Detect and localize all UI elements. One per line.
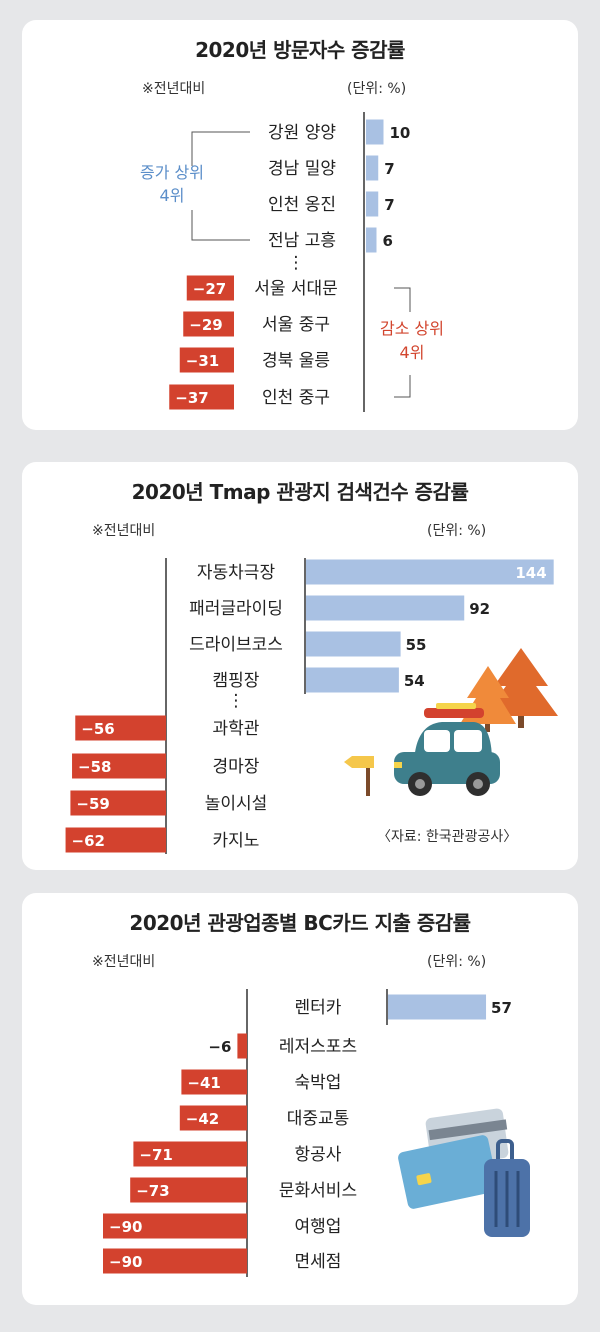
- chart3-bar: [103, 1213, 247, 1239]
- chart2-value-label: 144: [515, 564, 546, 582]
- chart2-bar: [72, 753, 166, 779]
- chart3-title: 2020년 관광업종별 BC카드 지출 증감률: [129, 911, 471, 935]
- chart1-bar: [169, 384, 234, 410]
- chart1-category-label: 강원 양양: [268, 123, 336, 143]
- chart1-value-label: −31: [186, 352, 219, 370]
- chart2-value-label: 54: [404, 672, 425, 690]
- chart1-increase-bracket: [191, 131, 250, 241]
- chart2-note: ※전년대비: [92, 523, 156, 539]
- chart1-bar: [366, 191, 379, 217]
- chart3-bar: [130, 1177, 247, 1203]
- chart1-increase-rank: 4위: [160, 186, 185, 205]
- chart2-bar: [70, 790, 166, 816]
- chart1-plot: 10 강원 양양 7 경남 밀양 7 인천 옹진 6 전남 고흥 −27 서울 서대문 −29 서울 …: [140, 112, 444, 412]
- chart1-bar: [366, 227, 377, 253]
- bc-card-spend-panel: 2020년 관광업종별 BC카드 지출 증감률 ※전년대비 (단위: %) 57…: [22, 893, 578, 1305]
- chart1-value-label: −29: [189, 316, 222, 334]
- chart2-plot: 144 자동차극장 92 패러글라이딩 55 드라이브코스 54 캠핑장 −56 과학관 −58 경마…: [65, 558, 558, 854]
- chart2-category-label: 경마장: [213, 757, 260, 777]
- chart3-bar: [133, 1141, 247, 1167]
- credit-cards-luggage-icon: [398, 1108, 530, 1237]
- chart2-bar: [306, 667, 399, 693]
- chart3-bar: [103, 1248, 247, 1274]
- chart2-bar: [75, 715, 166, 741]
- chart1-value-label: 10: [390, 124, 411, 142]
- chart1-decrease-label: 감소 상위: [380, 319, 444, 338]
- chart3-plot: 57 렌터카 −6 레저스포츠 −41 숙박업 −42 대중교통 −71 항공사 −73 문화서비스 −…: [103, 989, 530, 1277]
- chart3-value-label: −41: [187, 1074, 220, 1092]
- chart1-category-label: 인천 중구: [262, 388, 330, 408]
- chart2-category-label: 패러글라이딩: [189, 599, 283, 619]
- chart2-value-label: 55: [406, 636, 427, 654]
- chart2-bar: [306, 631, 401, 657]
- chart1-bar: [366, 155, 379, 181]
- chart2-category-label: 캠핑장: [213, 671, 260, 691]
- chart3-value-label: −73: [136, 1182, 169, 1200]
- chart2-bar: [306, 559, 554, 585]
- visitor-change-panel: 2020년 방문자수 증감률 ※전년대비 (단위: %) 10 강원 양양 7 경남 …: [22, 20, 578, 430]
- chart3-note: ※전년대비: [92, 954, 156, 970]
- chart2-source: 〈자료: 한국관광공사〉: [377, 829, 518, 845]
- chart2-category-label: 과학관: [213, 719, 260, 739]
- chart2-value-label: −58: [78, 758, 111, 776]
- chart1-category-label: 서울 서대문: [254, 279, 338, 299]
- car-with-trees-icon: [394, 648, 558, 796]
- chart1-increase-label: 증가 상위: [140, 163, 204, 182]
- chart1-bar: [186, 275, 234, 301]
- chart1-value-label: 7: [384, 196, 394, 214]
- chart2-gap-marker: ⋮: [228, 691, 245, 711]
- signpost-icon: [344, 756, 374, 796]
- chart2-category-label: 드라이브코스: [189, 635, 283, 655]
- chart1-value-label: 7: [384, 160, 394, 178]
- chart3-category-label: 대중교통: [287, 1109, 350, 1129]
- tmap-search-panel: 2020년 Tmap 관광지 검색건수 증감률 ※전년대비 (단위: %) 14…: [22, 462, 578, 870]
- chart1-bar: [179, 347, 234, 373]
- chart1-value-label: 6: [383, 232, 393, 250]
- chart1-category-label: 경북 울릉: [262, 351, 330, 371]
- chart3-value-label: −42: [186, 1110, 219, 1128]
- chart2-category-label: 카지노: [213, 831, 260, 851]
- chart2-bar: [65, 827, 166, 853]
- chart1-decrease-bracket: [394, 287, 411, 398]
- chart3-unit: (단위: %): [427, 954, 487, 970]
- chart3-value-label: −90: [109, 1218, 142, 1236]
- chart3-category-label: 면세점: [295, 1252, 342, 1272]
- chart2-unit: (단위: %): [427, 523, 487, 539]
- chart3-bar: [237, 1033, 247, 1059]
- chart1-bar: [183, 311, 234, 337]
- chart3-value-label: −71: [139, 1146, 172, 1164]
- chart2-value-label: −59: [76, 795, 109, 813]
- chart1-decrease-rank: 4위: [400, 343, 425, 362]
- chart3-bar: [388, 994, 487, 1020]
- chart3-value-label: −90: [109, 1253, 142, 1271]
- chart1-title: 2020년 방문자수 증감률: [195, 38, 405, 62]
- chart1-category-label: 인천 옹진: [268, 195, 336, 215]
- chart3-bar: [179, 1105, 247, 1131]
- chart1-unit: (단위: %): [347, 81, 407, 97]
- chart2-title: 2020년 Tmap 관광지 검색건수 증감률: [131, 480, 469, 504]
- chart3-value-label: −6: [208, 1038, 231, 1056]
- chart1-category-label: 서울 중구: [262, 315, 330, 335]
- chart1-category-label: 전남 고흥: [268, 231, 336, 251]
- chart2-value-label: 92: [469, 600, 490, 618]
- chart3-category-label: 숙박업: [295, 1073, 342, 1093]
- chart1-gap-marker: ⋮: [288, 253, 305, 273]
- chart3-value-label: 57: [491, 999, 512, 1017]
- chart3-category-label: 렌터카: [295, 998, 342, 1018]
- chart1-bar: [366, 119, 384, 145]
- chart1-value-label: −37: [175, 389, 208, 407]
- chart3-category-label: 문화서비스: [279, 1181, 357, 1201]
- chart1-note: ※전년대비: [142, 81, 206, 97]
- chart2-category-label: 자동차극장: [197, 563, 276, 583]
- chart2-bar: [306, 595, 465, 621]
- chart1-value-label: −27: [193, 280, 226, 298]
- chart1-category-label: 경남 밀양: [268, 159, 336, 179]
- chart3-category-label: 레저스포츠: [279, 1037, 357, 1057]
- chart2-value-label: −56: [81, 720, 114, 738]
- chart2-category-label: 놀이시설: [205, 794, 268, 814]
- chart3-category-label: 항공사: [295, 1145, 342, 1165]
- chart3-category-label: 여행업: [295, 1217, 342, 1237]
- chart3-bar: [181, 1069, 247, 1095]
- chart2-value-label: −62: [72, 832, 105, 850]
